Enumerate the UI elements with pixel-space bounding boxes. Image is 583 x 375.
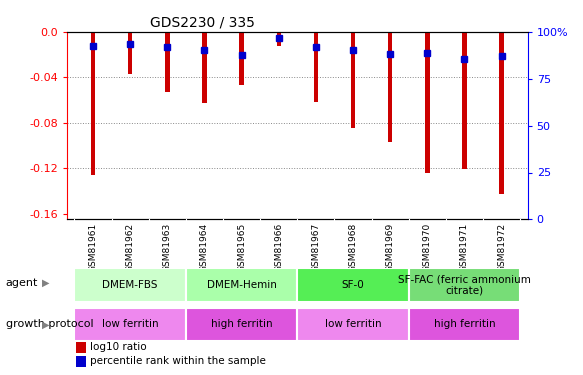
Bar xyxy=(462,32,467,170)
Text: SF-FAC (ferric ammonium
citrate): SF-FAC (ferric ammonium citrate) xyxy=(398,274,531,296)
Bar xyxy=(202,32,207,104)
Bar xyxy=(297,268,409,302)
Bar xyxy=(186,268,297,302)
Bar xyxy=(425,32,430,173)
Text: GDS2230 / 335: GDS2230 / 335 xyxy=(150,15,255,29)
Text: GSM81962: GSM81962 xyxy=(126,223,135,272)
Text: high ferritin: high ferritin xyxy=(434,320,496,329)
Text: low ferritin: low ferritin xyxy=(102,320,159,329)
Bar xyxy=(314,32,318,102)
Bar xyxy=(186,308,297,341)
Text: GSM81966: GSM81966 xyxy=(274,223,283,272)
Text: SF-0: SF-0 xyxy=(342,280,364,290)
Text: ▶: ▶ xyxy=(42,320,50,329)
Text: ▶: ▶ xyxy=(42,278,50,288)
Bar xyxy=(500,32,504,194)
Text: GSM81964: GSM81964 xyxy=(200,223,209,272)
Bar xyxy=(351,32,355,129)
Text: percentile rank within the sample: percentile rank within the sample xyxy=(90,357,266,366)
Bar xyxy=(128,32,132,74)
Text: GSM81968: GSM81968 xyxy=(349,223,357,272)
Bar xyxy=(165,32,170,92)
Bar xyxy=(409,268,520,302)
Text: GSM81970: GSM81970 xyxy=(423,223,432,272)
Bar xyxy=(91,32,95,175)
Text: GSM81971: GSM81971 xyxy=(460,223,469,272)
Text: GSM81963: GSM81963 xyxy=(163,223,172,272)
Bar xyxy=(276,32,281,45)
Text: GSM81961: GSM81961 xyxy=(89,223,97,272)
Text: DMEM-Hemin: DMEM-Hemin xyxy=(207,280,276,290)
Text: growth protocol: growth protocol xyxy=(6,320,93,329)
Bar xyxy=(297,308,409,341)
Bar xyxy=(388,32,392,142)
Bar xyxy=(75,308,186,341)
Text: high ferritin: high ferritin xyxy=(211,320,272,329)
Text: log10 ratio: log10 ratio xyxy=(90,342,147,352)
Bar xyxy=(240,32,244,85)
Text: GSM81967: GSM81967 xyxy=(311,223,321,272)
Text: GSM81965: GSM81965 xyxy=(237,223,246,272)
Bar xyxy=(75,268,186,302)
Text: agent: agent xyxy=(6,278,38,288)
Text: low ferritin: low ferritin xyxy=(325,320,381,329)
Bar xyxy=(409,308,520,341)
Text: GSM81972: GSM81972 xyxy=(497,223,506,272)
Text: GSM81969: GSM81969 xyxy=(386,223,395,272)
Text: DMEM-FBS: DMEM-FBS xyxy=(103,280,158,290)
